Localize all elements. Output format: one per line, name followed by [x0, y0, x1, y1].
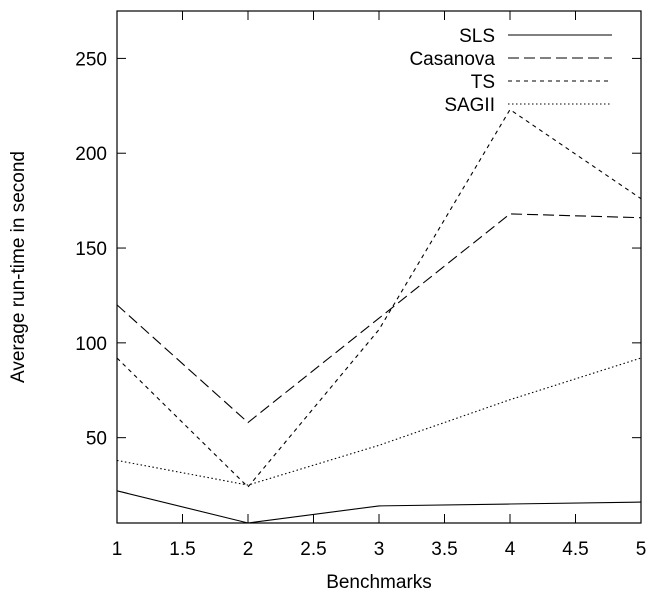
legend-label: TS	[471, 72, 495, 93]
x-axis-title: Benchmarks	[326, 572, 432, 593]
x-tick-label: 2	[243, 539, 254, 560]
series-lines	[116, 108, 642, 524]
series-line-ts	[116, 108, 642, 488]
x-tick-labels: 1 1.5 2 2.5 3 3.5 4 4.5 5	[112, 539, 647, 560]
axis-ticks	[116, 11, 642, 523]
series-line-casanova	[116, 213, 642, 424]
y-tick-label: 100	[75, 334, 107, 355]
y-tick-label: 150	[75, 239, 107, 260]
legend-label: SLS	[459, 26, 495, 47]
x-tick-label: 3.5	[431, 539, 457, 560]
series-line-sagii	[116, 357, 642, 486]
x-tick-label: 1	[112, 539, 123, 560]
x-tick-label: 5	[636, 539, 647, 560]
y-axis-title: Average run-time in second	[8, 151, 29, 383]
y-tick-label: 50	[86, 429, 107, 450]
series-line-sls	[116, 490, 642, 524]
legend-label: Casanova	[409, 49, 495, 70]
x-tick-label: 1.5	[169, 539, 195, 560]
y-tick-label: 250	[75, 49, 107, 70]
x-tick-label: 4.5	[562, 539, 588, 560]
y-tick-labels: 50 100 150 200 250	[75, 49, 107, 449]
x-tick-label: 3	[374, 539, 385, 560]
legend-label: SAGII	[444, 95, 495, 116]
y-tick-label: 200	[75, 144, 107, 165]
plot-frame	[116, 10, 642, 524]
x-tick-label: 4	[505, 539, 516, 560]
x-tick-label: 2.5	[300, 539, 326, 560]
